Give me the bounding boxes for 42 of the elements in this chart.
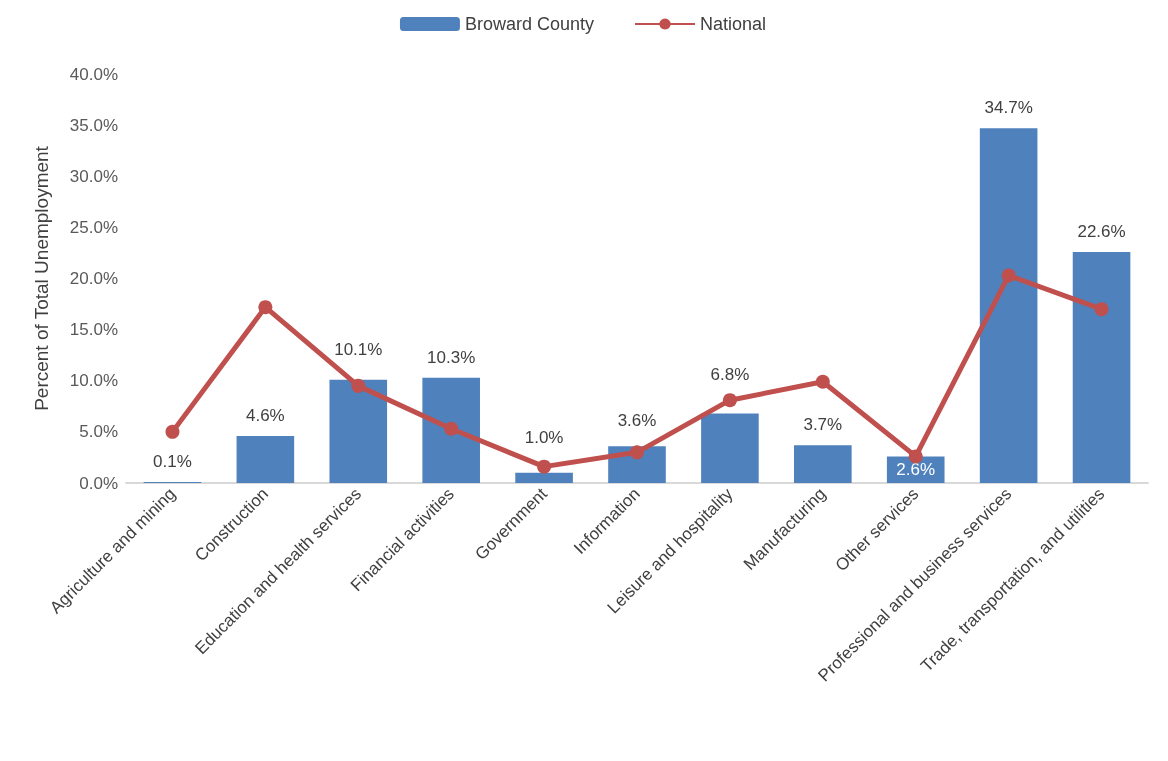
data-label: 1.0% bbox=[524, 427, 564, 447]
y-tick-label: 30.0% bbox=[69, 166, 118, 186]
data-label: 10.3% bbox=[427, 347, 476, 367]
data-label: 4.6% bbox=[245, 405, 285, 425]
data-label: 0.1% bbox=[153, 451, 192, 471]
bar bbox=[329, 379, 388, 483]
point bbox=[537, 459, 552, 474]
point bbox=[444, 421, 459, 436]
legend-label: National bbox=[700, 14, 767, 34]
data-label: 3.7% bbox=[803, 415, 843, 435]
data-label: 22.6% bbox=[1077, 221, 1126, 241]
point bbox=[258, 300, 273, 315]
point bbox=[908, 449, 923, 464]
data-label: 2.6% bbox=[896, 460, 936, 480]
bar bbox=[701, 413, 759, 483]
bar bbox=[1072, 251, 1131, 483]
y-tick-label: 25.0% bbox=[69, 217, 118, 237]
bar bbox=[794, 445, 852, 483]
y-tick-label: 10.0% bbox=[69, 371, 118, 391]
y-tick-label: 5.0% bbox=[79, 422, 118, 442]
data-label: 10.1% bbox=[334, 339, 383, 359]
y-tick-label: 0.0% bbox=[79, 473, 118, 493]
point bbox=[165, 424, 180, 439]
point bbox=[1094, 302, 1109, 317]
point bbox=[351, 378, 366, 393]
data-label: 34.7% bbox=[984, 98, 1033, 118]
point bbox=[722, 393, 737, 408]
data-label: 3.6% bbox=[617, 410, 657, 430]
bar bbox=[979, 128, 1038, 483]
y-tick-label: 20.0% bbox=[69, 269, 118, 288]
data-label: 6.8% bbox=[710, 364, 750, 384]
bar bbox=[515, 472, 573, 483]
bar bbox=[236, 435, 295, 483]
y-tick-label: 35.0% bbox=[69, 115, 118, 135]
y-tick-label: 40.0% bbox=[69, 64, 118, 84]
y-tick-label: 15.0% bbox=[69, 320, 118, 340]
point bbox=[815, 374, 830, 389]
y-axis-title: Percent of Total Unemployment bbox=[31, 145, 52, 411]
point bbox=[1001, 268, 1016, 283]
bar bbox=[422, 377, 480, 483]
legend-label: Broward County bbox=[464, 14, 595, 34]
point bbox=[630, 445, 644, 460]
